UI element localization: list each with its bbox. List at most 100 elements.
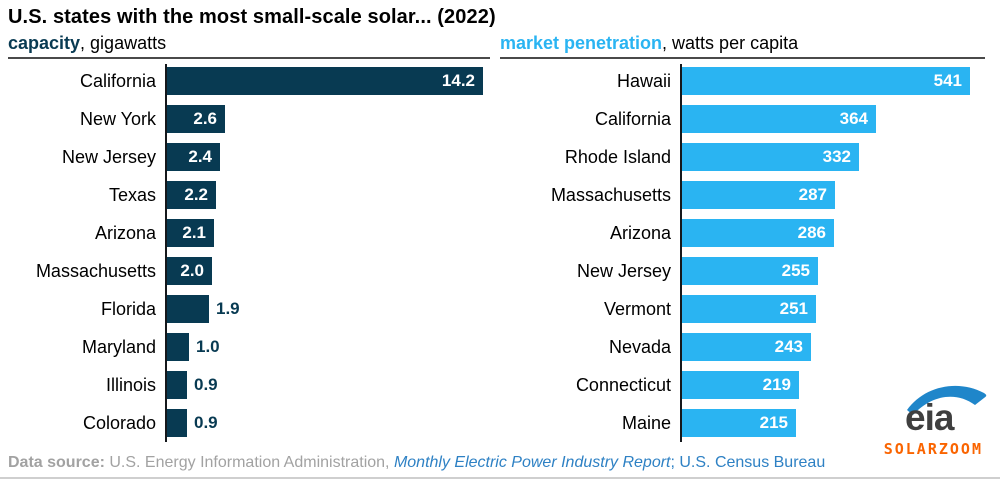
data-bar: 251 <box>682 295 816 323</box>
value-label: 243 <box>774 337 803 356</box>
value-label: 1.0 <box>196 337 220 356</box>
data-bar <box>167 333 189 361</box>
value-label: 0.9 <box>194 375 218 394</box>
bar-row: New Jersey 255 <box>492 252 1000 290</box>
data-bar: 243 <box>682 333 811 361</box>
market-penetration-bar-chart: Hawaii 541 California 364 Rhode Island 332 Mas… <box>492 62 1000 442</box>
category-label: Massachusetts <box>35 260 156 281</box>
plot-area: 2.2 <box>165 181 492 209</box>
bar-row: California 14.2 <box>0 62 492 100</box>
capacity-subtitle: capacity, gigawatts <box>8 33 490 59</box>
y-axis-line <box>165 64 167 442</box>
plot-area: 0.9 <box>165 371 492 399</box>
plot-area: 1.9 <box>165 295 492 323</box>
category-label: Vermont <box>603 298 671 319</box>
value-label: 287 <box>798 185 827 204</box>
value-label: 2.4 <box>188 147 212 166</box>
data-bar: 2.0 <box>167 257 212 285</box>
bar-row: Massachusetts 2.0 <box>0 252 492 290</box>
data-bar <box>167 409 187 437</box>
value-label: 255 <box>781 261 810 280</box>
value-label: 2.1 <box>182 223 206 242</box>
data-bar: 287 <box>682 181 835 209</box>
data-bar: 219 <box>682 371 799 399</box>
bottom-divider-line <box>0 477 1000 479</box>
category-label: Arizona <box>94 222 156 243</box>
plot-area: 2.0 <box>165 257 492 285</box>
value-label: 2.2 <box>184 185 208 204</box>
category-label: New York <box>79 108 156 129</box>
data-bar: 286 <box>682 219 834 247</box>
capacity-bar-chart: California 14.2 New York 2.6 New Jersey 2.4 Te… <box>0 62 492 442</box>
category-label: Illinois <box>105 374 156 395</box>
bar-row: New Jersey 2.4 <box>0 138 492 176</box>
data-bar: 364 <box>682 105 876 133</box>
plot-area: 332 <box>680 143 1000 171</box>
category-label: New Jersey <box>576 260 671 281</box>
chart-title: U.S. states with the most small-scale so… <box>8 6 496 28</box>
data-bar: 255 <box>682 257 818 285</box>
value-label: 1.9 <box>216 299 240 318</box>
bar-row: Rhode Island 332 <box>492 138 1000 176</box>
plot-area: 2.1 <box>165 219 492 247</box>
bar-row: Arizona 286 <box>492 214 1000 252</box>
data-bar <box>167 371 187 399</box>
category-label: Maryland <box>81 336 156 357</box>
bar-row: California 364 <box>492 100 1000 138</box>
value-label: 2.0 <box>180 261 204 280</box>
bar-row: Vermont 251 <box>492 290 1000 328</box>
data-bar: 332 <box>682 143 859 171</box>
plot-area: 541 <box>680 67 1000 95</box>
category-label: Rhode Island <box>564 146 671 167</box>
plot-area: 364 <box>680 105 1000 133</box>
value-label: 2.6 <box>193 109 217 128</box>
bar-row: Colorado 0.9 <box>0 404 492 442</box>
bar-row: Hawaii 541 <box>492 62 1000 100</box>
category-label: Connecticut <box>575 374 671 395</box>
data-bar: 541 <box>682 67 970 95</box>
bar-row: Massachusetts 287 <box>492 176 1000 214</box>
value-label: 219 <box>762 375 791 394</box>
capacity-subtitle-unit: , gigawatts <box>80 33 167 53</box>
bar-row: Texas 2.2 <box>0 176 492 214</box>
data-source-census: ; U.S. Census Bureau <box>670 454 826 471</box>
data-bar: 2.2 <box>167 181 216 209</box>
market-penetration-subtitle: market penetration, watts per capita <box>500 33 985 59</box>
charts-area: California 14.2 New York 2.6 New Jersey 2.4 Te… <box>0 62 1000 442</box>
category-label: New Jersey <box>61 146 156 167</box>
bar-row: Connecticut 219 <box>492 366 1000 404</box>
plot-area: 219 <box>680 371 1000 399</box>
value-label: 14.2 <box>441 71 475 90</box>
category-label: Florida <box>100 298 156 319</box>
data-bar: 2.6 <box>167 105 225 133</box>
capacity-subtitle-highlight: capacity <box>8 33 81 53</box>
plot-area: 215 <box>680 409 1000 437</box>
plot-area: 243 <box>680 333 1000 361</box>
value-label: 364 <box>839 109 868 128</box>
plot-area: 2.6 <box>165 105 492 133</box>
data-bar <box>167 295 209 323</box>
plot-area: 14.2 <box>165 67 492 95</box>
value-label: 251 <box>779 299 808 318</box>
category-label: Hawaii <box>616 70 671 91</box>
category-label: California <box>594 108 671 129</box>
data-bar: 215 <box>682 409 796 437</box>
market-penetration-subtitle-highlight: market penetration <box>500 33 663 53</box>
data-bar: 2.4 <box>167 143 220 171</box>
category-label: Texas <box>108 184 156 205</box>
data-bar: 2.1 <box>167 219 214 247</box>
plot-area: 0.9 <box>165 409 492 437</box>
plot-area: 1.0 <box>165 333 492 361</box>
category-label: Arizona <box>609 222 671 243</box>
eia-logo-swoosh-icon <box>907 385 987 415</box>
eia-logo: eia <box>900 378 988 438</box>
solarzoom-watermark: SOLARZOOM <box>883 440 983 458</box>
data-source-agency: U.S. Energy Information Administration, <box>104 454 394 471</box>
data-source-report: Monthly Electric Power Industry Report <box>393 454 671 471</box>
svg-text:eia: eia <box>905 397 955 434</box>
value-label: 0.9 <box>194 413 218 432</box>
category-label: Nevada <box>608 336 671 357</box>
plot-area: 2.4 <box>165 143 492 171</box>
market-penetration-subtitle-unit: , watts per capita <box>662 33 799 53</box>
